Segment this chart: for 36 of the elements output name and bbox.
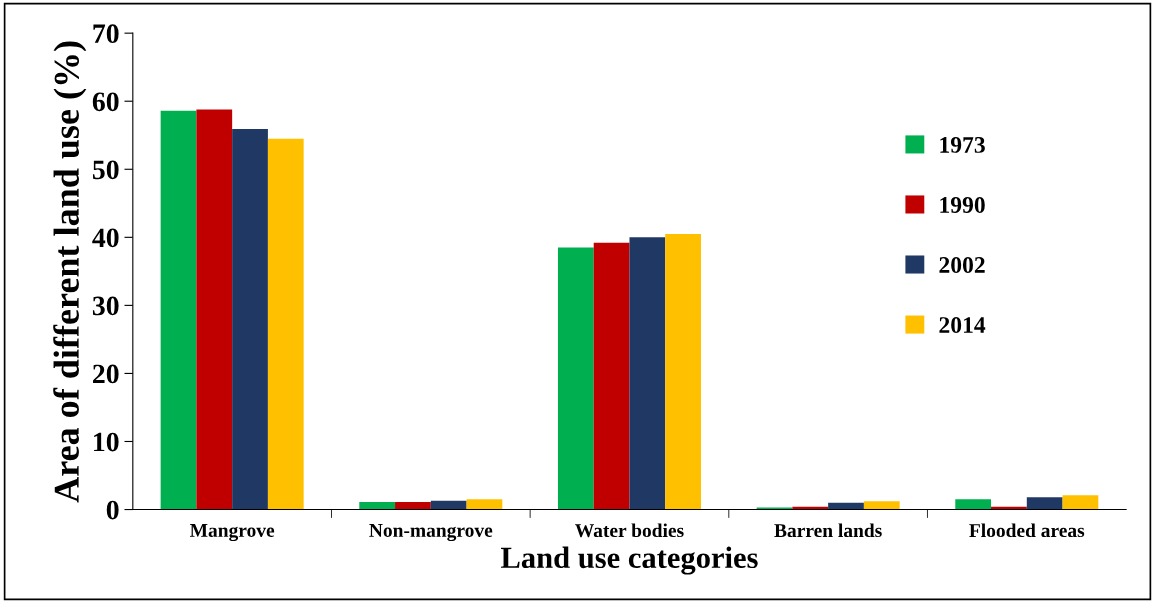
- bar: [196, 109, 233, 510]
- y-tick-label: 0: [106, 500, 119, 520]
- x-axis-title: Land use categories: [500, 546, 758, 575]
- x-tick-label: Non-mangrove: [369, 524, 493, 542]
- bar: [1062, 495, 1099, 510]
- bar: [756, 507, 793, 510]
- x-tick-label: Flooded areas: [969, 523, 1085, 538]
- legend-label: 2002: [939, 257, 985, 273]
- bar: [466, 499, 503, 510]
- bar: [593, 242, 630, 510]
- legend-label: 1973: [940, 137, 985, 153]
- y-tick-label: 20: [93, 364, 119, 384]
- y-axis-title: Area of different land use (%): [53, 41, 87, 503]
- x-tick-label: Water bodies: [575, 523, 684, 538]
- bar: [160, 110, 197, 510]
- x-tick-label: Barren lands: [774, 523, 882, 538]
- bar: [232, 129, 268, 510]
- y-tick-label: 10: [94, 432, 119, 452]
- x-tick-label: Mangrove: [190, 524, 275, 542]
- bar: [359, 502, 396, 510]
- bar: [955, 499, 992, 510]
- legend-label: 2014: [939, 317, 986, 333]
- y-tick-label: 30: [92, 296, 119, 316]
- y-tick-label: 70: [93, 24, 119, 44]
- bar: [430, 500, 467, 510]
- y-tick-label: 50: [92, 160, 119, 180]
- legend-label: 1990: [940, 196, 985, 213]
- bar: [395, 502, 431, 510]
- bar: [863, 501, 900, 510]
- bar: [665, 233, 701, 510]
- bar: [629, 237, 666, 510]
- bar: [557, 247, 594, 510]
- bar: [267, 138, 304, 510]
- y-tick-label: 60: [92, 92, 119, 112]
- bar: [1026, 497, 1063, 510]
- y-tick-label: 40: [92, 228, 119, 248]
